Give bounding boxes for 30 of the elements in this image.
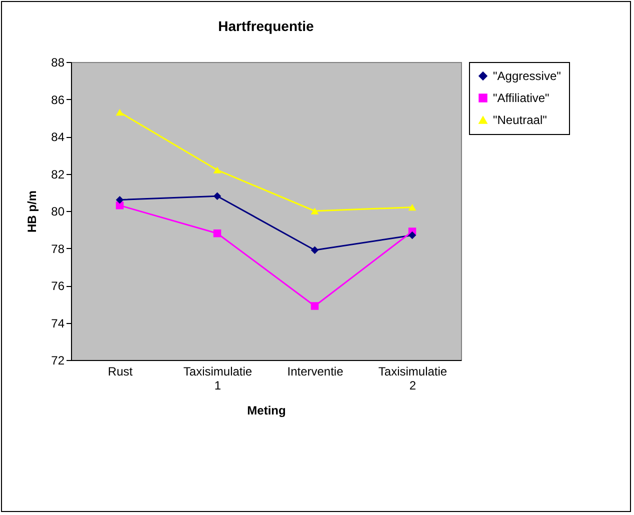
x-tick-label: Rust — [108, 364, 134, 378]
y-tick-label: 80 — [51, 204, 65, 218]
legend-label: "Aggressive" — [493, 69, 561, 83]
point — [116, 196, 124, 204]
point — [213, 166, 222, 174]
y-tick-label: 86 — [51, 92, 65, 107]
y-tick-label: 74 — [51, 316, 65, 330]
y-tick-label: 72 — [51, 354, 65, 368]
point — [310, 208, 319, 214]
point — [310, 246, 319, 254]
point — [213, 229, 222, 238]
legend-label: "Affiliative" — [493, 91, 550, 105]
y-tick-label: 82 — [51, 167, 65, 182]
x-tick-label: Taxisimulatie 2 — [378, 364, 448, 392]
point — [310, 302, 319, 310]
y-tick-label: 88 — [51, 56, 65, 70]
legend-label: "Neutraal" — [493, 113, 547, 127]
y-tick-label: 76 — [51, 279, 65, 293]
point — [408, 204, 416, 211]
point — [116, 202, 124, 210]
point — [213, 192, 222, 200]
y-tick-label: 78 — [51, 242, 65, 256]
x-tick-label: Taxisimulatie 1 — [183, 364, 252, 392]
point — [116, 108, 124, 116]
chart-title: Hartfrequentie — [218, 18, 314, 34]
y-axis-title: HB p/m — [25, 190, 40, 232]
y-tick-label: 84 — [51, 130, 65, 144]
x-axis-title: Meting — [247, 404, 286, 418]
point — [408, 231, 416, 240]
x-tick-label: Interventie — [287, 364, 344, 378]
